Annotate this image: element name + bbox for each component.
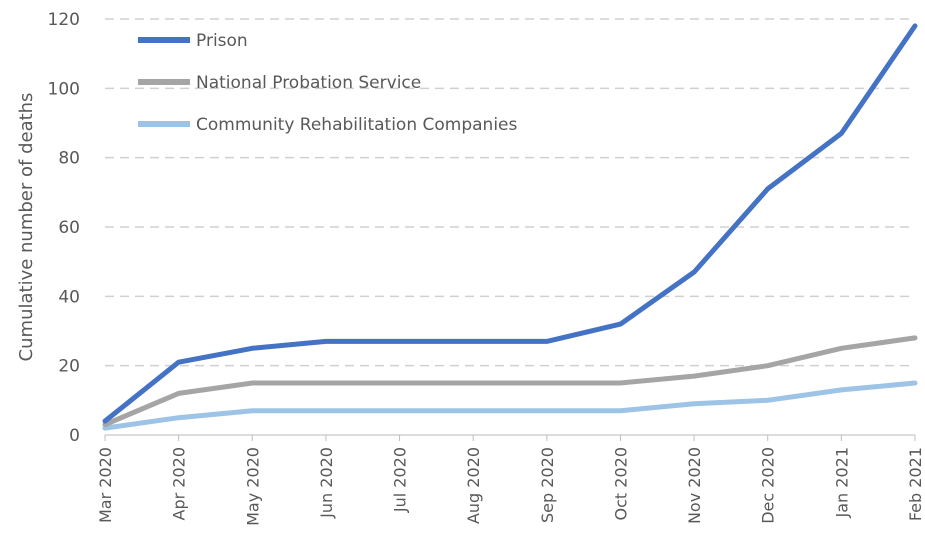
y-tick-label: 0 [69, 426, 80, 446]
x-tick-label: Apr 2020 [170, 447, 189, 520]
series-line-community-rehabilitation-companies [102, 380, 918, 431]
legend-label: Community Rehabilitation Companies [196, 115, 517, 135]
plot-area [102, 23, 918, 431]
series-line-prison [102, 23, 918, 424]
legend-label: National Probation Service [196, 73, 421, 93]
x-tick-label: Oct 2020 [611, 447, 630, 520]
x-tick-label: Feb 2021 [906, 447, 925, 521]
gridlines [105, 18, 915, 436]
x-tick-label: May 2020 [243, 447, 262, 526]
y-axis-title: Cumulative number of deaths [16, 93, 37, 362]
y-tick-label: 100 [48, 79, 80, 99]
x-tick-label: Jan 2021 [832, 447, 851, 518]
y-tick-label: 60 [58, 218, 80, 238]
series-line-national-probation-service [102, 335, 918, 428]
y-tick-label: 80 [58, 149, 80, 169]
x-tick-label: Aug 2020 [464, 447, 483, 524]
y-tick-label: 120 [48, 10, 80, 30]
legend: Prison National Probation Service Communit… [138, 31, 517, 135]
x-tick-label: Sep 2020 [538, 447, 557, 523]
legend-label: Prison [196, 31, 248, 51]
x-tick-label: Jun 2020 [317, 447, 336, 519]
x-tick-label: Dec 2020 [759, 447, 778, 524]
x-tick-label: Mar 2020 [96, 447, 115, 523]
y-tick-label: 40 [58, 287, 80, 307]
x-tick-label: Nov 2020 [685, 447, 704, 524]
y-tick-label: 20 [58, 357, 80, 377]
x-tick-label: Jul 2020 [391, 447, 410, 513]
x-axis: Mar 2020 Apr 2020 May 2020 Jun 2020 Jul 2020… [96, 435, 925, 526]
y-axis: 0 20 40 60 80 100 120 [48, 10, 80, 446]
